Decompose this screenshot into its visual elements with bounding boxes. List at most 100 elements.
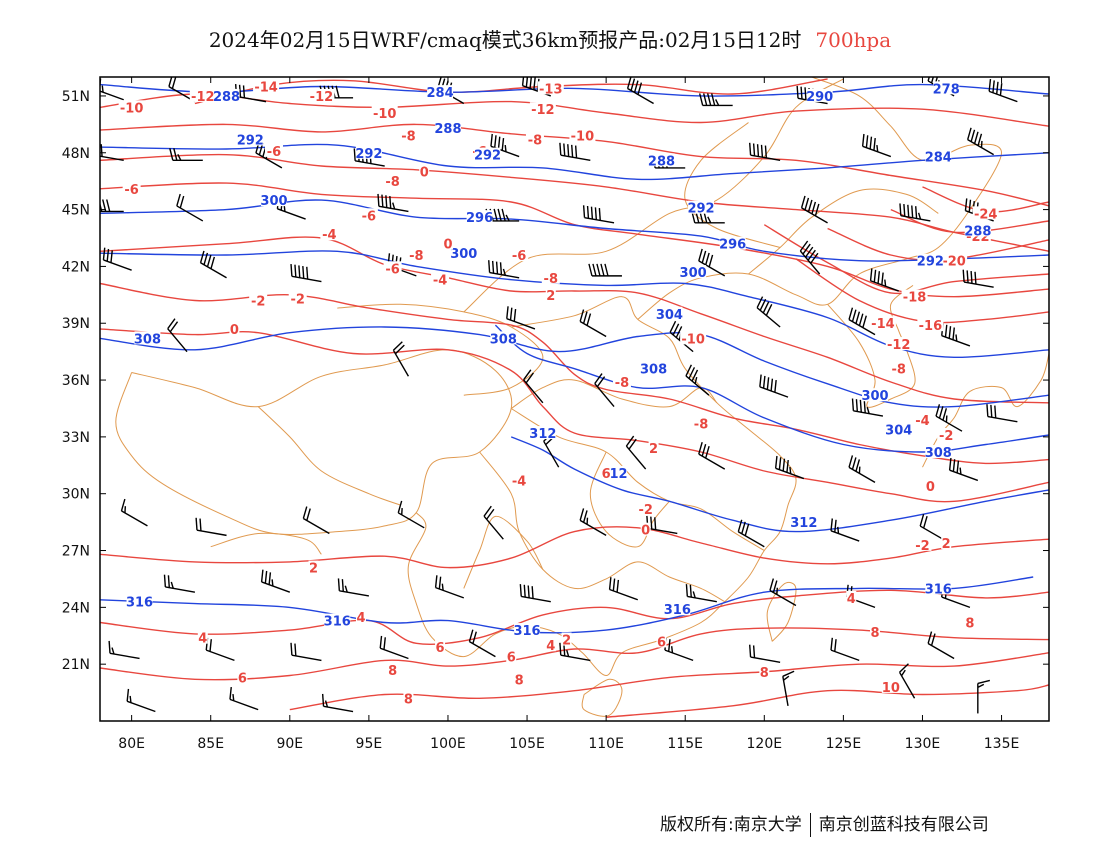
height-label-bg [688,200,715,214]
border-line [748,188,939,275]
height-label-bg [719,236,746,250]
temperature-contour-label-bg [253,79,280,93]
wind-barb [608,577,639,601]
border-line [210,532,322,555]
temperature-contour-label: -20 [942,255,966,270]
height-label-bg [529,426,556,440]
temperature-contour-line [763,224,1049,295]
wind-barb [108,640,140,660]
wind-barb [559,142,591,162]
temperature-label: 2 [546,289,555,304]
height-label-bg [427,85,454,99]
temperature-label-bg [118,100,145,114]
wind-barb [861,133,892,158]
wind-barb [869,268,899,292]
height-label-bg [790,515,817,529]
height-label: 308 [640,363,667,378]
border-line [479,451,726,603]
temperature-label: 0 [420,166,429,181]
temperature-label: -8 [409,249,423,264]
height-label: 284 [925,151,952,166]
temperature-label: -8 [694,418,708,433]
lat-tick-label: 27N [62,544,90,560]
border-line [115,349,513,535]
height-label: 312 [790,516,817,531]
height-contour-label-bg [466,210,493,224]
temperature-label-bg [601,465,612,479]
height-contour-label-bg [656,306,683,320]
temperature-label: 6 [657,635,666,650]
lon-tick-label: 90E [276,736,303,752]
temperature-contour-line [100,526,1049,569]
lon-tick-label: 130E [905,736,941,752]
temperature-label-bg [506,649,517,663]
height-label-bg [324,613,351,627]
height-label: 300 [680,266,707,281]
temperature-contour-label: -8 [401,130,415,145]
temperature-label: -14 [871,317,895,332]
temperature-contour-label: 0 [230,323,239,338]
latitude-axis: 51N 48N 45N 42N 39N 36N 33N 30N 27N 24N 21N [62,89,1049,673]
wind-barb [898,663,916,699]
height-contour-label-bg [126,594,153,608]
wind-barbs [100,77,1018,714]
height-contour-label: 308 [490,332,517,347]
temperature-label-bg [122,181,141,195]
border-line [684,122,781,248]
height-contour-label-bg [490,331,517,345]
wind-barb [483,505,504,540]
temperature-contour-label-bg [399,128,418,142]
temperature-contour-label-bg [972,206,999,220]
temperature-label: -4 [433,274,447,289]
temperature-label-bg [636,501,655,515]
temperature-contour-line [194,78,828,105]
temperature-contour-label-bg [320,227,339,241]
height-contour-line [100,199,1049,262]
temperature-label: 2 [562,634,571,649]
height-label: 300 [260,194,287,209]
height-label-bg [680,265,707,279]
map-title: 2024年02月15日WRF/cmaq模式36km预报产品:02月15日12时 7… [0,24,1100,53]
height-contour-label: 288 [213,90,240,105]
temperature-label-bg [640,522,651,536]
height-label-bg [237,132,264,146]
temperature-label-bg [514,672,525,686]
wind-barb [579,309,607,338]
height-label: 292 [474,149,501,164]
lon-tick-label: 95E [356,736,383,752]
wind-barb [488,260,520,279]
wind-barb [830,518,860,542]
temperature-label: 6 [507,651,516,666]
temperature-label-bg [510,473,529,487]
height-label: 288 [434,122,461,137]
temperature-label: -10 [681,332,705,347]
wind-barb [737,519,765,548]
height-label-bg [925,581,952,595]
height-label-bg [885,422,912,436]
wind-barb [468,629,496,658]
height-contour-label: 292 [355,147,382,162]
temperature-label-bg [889,361,908,375]
temperature-label-bg [525,132,544,146]
temperature-label-bg [692,416,711,430]
temperature-label: 8 [388,664,397,679]
temperature-contour-label-bg [308,560,319,574]
temperature-label-bg [870,624,881,638]
wind-barb [851,398,884,417]
height-label-bg [134,331,161,345]
temperature-contour-label-bg [881,679,900,693]
wind-barb [691,210,725,224]
temperature-label-bg [545,287,556,301]
temperature-label: 4 [356,611,365,626]
temperature-contour-label-bg [371,105,398,119]
wind-barb [506,306,536,330]
height-label-bg [917,253,944,267]
lon-tick-label: 125E [826,736,862,752]
temperature-label: -12 [887,338,911,353]
temperature-label-bg [648,441,659,455]
temperature-label-bg [612,374,631,388]
wind-barb [799,240,821,275]
title-main: 2024年02月15日WRF/cmaq模式36km预报产品:02月15日12时 [208,28,802,52]
